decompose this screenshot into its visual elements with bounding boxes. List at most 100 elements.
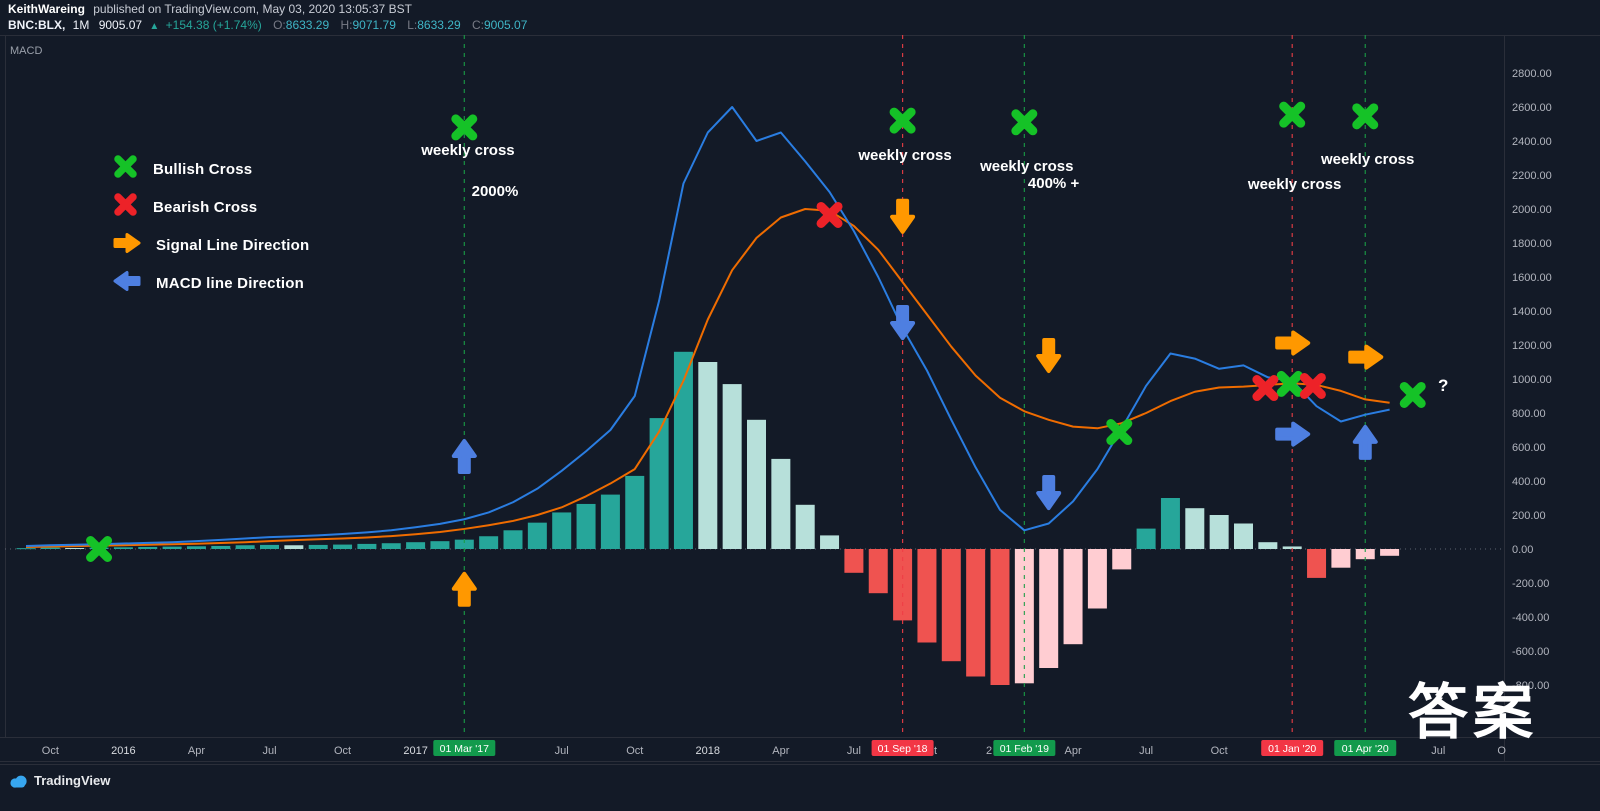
bullish-cross-marker bbox=[451, 114, 478, 141]
publisher-name: KeithWareing bbox=[8, 2, 85, 16]
x-axis-label: Apr bbox=[1064, 745, 1081, 757]
legend-item-bullish-cross: Bullish Cross bbox=[112, 150, 309, 188]
x-axis-label: Oct bbox=[42, 745, 59, 757]
annotation-text: weekly cross bbox=[1320, 151, 1414, 168]
date-badge-label: 01 Sep '18 bbox=[878, 743, 928, 755]
chart-annotations: weekly cross 2000% weekly cross weekly cros… bbox=[420, 142, 1448, 395]
bullish-cross-marker bbox=[1352, 103, 1379, 130]
x-axis-label: Oct bbox=[626, 745, 643, 757]
publisher-text: published on TradingView.com, May 03, 20… bbox=[93, 2, 412, 16]
macd-arrow-marker bbox=[1352, 424, 1378, 460]
signal-arrow-marker bbox=[1348, 344, 1384, 370]
legend-label-macd: MACD line Direction bbox=[156, 274, 304, 292]
y-axis-label: -800.00 bbox=[1512, 680, 1549, 692]
pane-title-macd: MACD bbox=[10, 45, 43, 57]
y-axis-label: -200.00 bbox=[1512, 578, 1549, 590]
x-axis-labels[interactable]: Oct 2016 Apr Jul Oct 2017 Jul Oct 2018 Apr Jul t 2 Ap… bbox=[42, 745, 1507, 757]
macd-arrow-marker bbox=[451, 439, 477, 475]
signal-line bbox=[25, 208, 1390, 548]
legend-item-signal-direction: Signal Line Direction bbox=[112, 226, 309, 264]
legend-label-signal: Signal Line Direction bbox=[156, 236, 310, 254]
y-axis-label: 1800.00 bbox=[1512, 238, 1552, 250]
x-axis-label: 2 bbox=[986, 745, 992, 757]
annotation-text: 400% + bbox=[1028, 175, 1080, 192]
y-axis-label: 1600.00 bbox=[1512, 272, 1552, 284]
legend-item-bearish-cross: Bearish Cross bbox=[112, 188, 309, 226]
chart-legend: Bullish Cross Bearish Cross Signal Line … bbox=[112, 150, 309, 302]
symbol-name[interactable]: BNC:BLX, bbox=[8, 18, 66, 32]
macd-arrow-marker bbox=[1275, 421, 1311, 447]
macd-arrow-marker bbox=[1036, 475, 1062, 511]
x-axis-label: 2017 bbox=[403, 745, 427, 757]
y-axis-label: 2000.00 bbox=[1512, 204, 1552, 216]
bullish-cross-marker bbox=[1106, 419, 1133, 446]
symbol-change: +154.38 (+1.74%) bbox=[165, 18, 262, 32]
date-badge bbox=[871, 740, 934, 756]
x-axis-label: Jul bbox=[847, 745, 861, 757]
low-value: 8633.29 bbox=[417, 18, 461, 32]
x-axis-label: Oct bbox=[1211, 745, 1228, 757]
macd-chart[interactable]: 2800.002600.002400.002200.002000.001800.… bbox=[0, 35, 1600, 762]
date-badge bbox=[1334, 740, 1397, 756]
footer: TradingView bbox=[0, 764, 1600, 811]
bearish-cross-icon bbox=[112, 191, 139, 223]
price-up-triangle-icon: ▲ bbox=[149, 21, 160, 32]
publisher-line: KeithWareing published on TradingView.co… bbox=[8, 2, 412, 16]
x-axis-label: O bbox=[1497, 745, 1506, 757]
y-axis-label: 600.00 bbox=[1512, 442, 1546, 454]
y-axis-label: 0.00 bbox=[1512, 544, 1533, 556]
bullish-cross-icon bbox=[112, 153, 139, 185]
x-axis-date-badges: 01 Mar '17 01 Sep '18 01 Feb '19 01 Jan '20… bbox=[433, 740, 1397, 756]
low-label: L: bbox=[407, 18, 418, 32]
watermark-text: 答案 bbox=[1408, 678, 1538, 748]
x-axis-label: 2016 bbox=[111, 745, 135, 757]
x-axis-label: Apr bbox=[188, 745, 205, 757]
chart-markers bbox=[86, 101, 1426, 607]
bearish-cross-marker bbox=[1252, 375, 1279, 402]
signal-arrow-marker bbox=[451, 571, 477, 607]
signal-arrow-icon bbox=[112, 231, 142, 260]
bearish-cross-marker bbox=[816, 201, 843, 228]
date-badge-label: 01 Mar '17 bbox=[440, 743, 489, 755]
bullish-cross-marker bbox=[86, 536, 113, 562]
bullish-cross-marker bbox=[1011, 109, 1038, 136]
y-axis-label: 2800.00 bbox=[1512, 68, 1552, 80]
tradingview-logo-icon[interactable] bbox=[8, 771, 28, 796]
x-axis-label: Oct bbox=[334, 745, 351, 757]
y-axis-label: 2400.00 bbox=[1512, 136, 1552, 148]
legend-label-bearish: Bearish Cross bbox=[153, 198, 258, 216]
bullish-cross-marker bbox=[889, 107, 916, 134]
tradingview-brand[interactable]: TradingView bbox=[34, 773, 111, 788]
y-axis-label: 400.00 bbox=[1512, 476, 1546, 488]
annotation-text: weekly cross bbox=[979, 158, 1073, 175]
x-axis-label: t bbox=[934, 745, 937, 757]
y-axis-label: 1200.00 bbox=[1512, 340, 1552, 352]
open-label: O: bbox=[273, 18, 286, 32]
x-axis-label: Jul bbox=[555, 745, 569, 757]
y-axis-label: 200.00 bbox=[1512, 510, 1546, 522]
y-axis-label: 800.00 bbox=[1512, 408, 1546, 420]
open-value: 8633.29 bbox=[285, 18, 330, 32]
y-axis-labels[interactable]: 2800.00 2600.00 2400.00 2200.00 2000.00 1800.… bbox=[1512, 68, 1552, 692]
x-axis-label: Jul bbox=[1431, 745, 1445, 757]
y-axis-label: -400.00 bbox=[1512, 612, 1549, 624]
date-badge bbox=[433, 740, 496, 756]
symbol-line: BNC:BLX, 1M 9005.07 ▲ +154.38 (+1.74%) O… bbox=[8, 18, 527, 32]
legend-label-bullish: Bullish Cross bbox=[153, 160, 253, 178]
macd-arrow-icon bbox=[112, 269, 142, 298]
x-axis-label: Apr bbox=[772, 745, 789, 757]
signal-arrow-marker bbox=[1275, 330, 1311, 356]
bullish-cross-marker bbox=[1276, 370, 1303, 397]
legend-item-macd-direction: MACD line Direction bbox=[112, 264, 309, 302]
y-axis-label: -600.00 bbox=[1512, 646, 1549, 658]
annotation-text: weekly cross bbox=[1247, 176, 1341, 193]
annotation-text: 2000% bbox=[472, 183, 519, 200]
annotation-text: weekly cross bbox=[420, 142, 514, 159]
symbol-interval: 1M bbox=[72, 18, 90, 32]
histogram-bars bbox=[16, 351, 1400, 685]
date-badge-label: 01 Apr '20 bbox=[1342, 743, 1389, 755]
date-badge-label: 01 Jan '20 bbox=[1268, 743, 1316, 755]
close-label: C: bbox=[471, 18, 484, 32]
symbol-price: 9005.07 bbox=[98, 18, 143, 32]
y-axis-label: 1000.00 bbox=[1512, 374, 1552, 386]
